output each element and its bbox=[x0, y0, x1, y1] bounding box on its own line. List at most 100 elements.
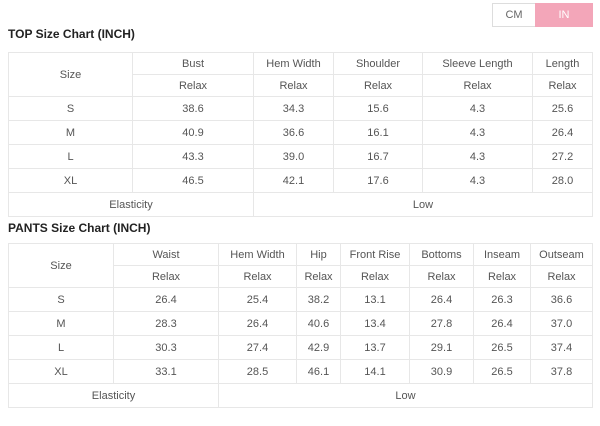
value-cell: 30.9 bbox=[409, 359, 474, 384]
elasticity-label: Elasticity bbox=[8, 192, 254, 217]
header-row: Size Bust Hem Width Shoulder Sleeve Length Le… bbox=[8, 52, 593, 97]
table-row: M 40.9 36.6 16.1 4.3 26.4 bbox=[8, 120, 593, 145]
value-cell: 43.3 bbox=[132, 144, 254, 169]
value-cell: 34.3 bbox=[253, 96, 334, 121]
value-cell: 16.1 bbox=[333, 120, 423, 145]
size-cell: S bbox=[8, 96, 133, 121]
fit-label: Relax bbox=[218, 265, 297, 288]
pants-size-table: Size Waist Hem Width Hip Front Rise Bottoms In… bbox=[8, 243, 593, 408]
size-cell: XL bbox=[8, 359, 114, 384]
value-cell: 13.1 bbox=[340, 287, 410, 312]
value-cell: 29.1 bbox=[409, 335, 474, 360]
elasticity-row: Elasticity Low bbox=[8, 192, 593, 217]
size-column-header: Size bbox=[8, 52, 133, 97]
value-cell: 27.4 bbox=[218, 335, 297, 360]
value-cell: 40.6 bbox=[296, 311, 341, 336]
fit-label: Relax bbox=[333, 74, 423, 97]
value-cell: 27.8 bbox=[409, 311, 474, 336]
value-cell: 26.4 bbox=[532, 120, 593, 145]
column-header: Bottoms bbox=[409, 243, 474, 266]
table-row: L 43.3 39.0 16.7 4.3 27.2 bbox=[8, 144, 593, 169]
value-cell: 28.5 bbox=[218, 359, 297, 384]
size-column-header: Size bbox=[8, 243, 114, 288]
unit-in-button[interactable]: IN bbox=[535, 3, 593, 27]
size-cell: M bbox=[8, 120, 133, 145]
unit-cm-button[interactable]: CM bbox=[492, 3, 536, 27]
value-cell: 38.2 bbox=[296, 287, 341, 312]
size-cell: L bbox=[8, 144, 133, 169]
value-cell: 26.4 bbox=[473, 311, 531, 336]
table-row: S 26.4 25.4 38.2 13.1 26.4 26.3 36.6 bbox=[8, 287, 593, 312]
value-cell: 15.6 bbox=[333, 96, 423, 121]
header-row: Size Waist Hem Width Hip Front Rise Bottoms In… bbox=[8, 243, 593, 288]
value-cell: 36.6 bbox=[530, 287, 593, 312]
value-cell: 46.1 bbox=[296, 359, 341, 384]
size-cell: M bbox=[8, 311, 114, 336]
value-cell: 40.9 bbox=[132, 120, 254, 145]
value-cell: 26.5 bbox=[473, 359, 531, 384]
fit-label: Relax bbox=[532, 74, 593, 97]
column-header: Bust bbox=[132, 52, 254, 75]
column-header: Hem Width bbox=[218, 243, 297, 266]
elasticity-label: Elasticity bbox=[8, 383, 219, 408]
value-cell: 46.5 bbox=[132, 168, 254, 193]
column-header: Sleeve Length bbox=[422, 52, 533, 75]
fit-label: Relax bbox=[132, 74, 254, 97]
value-cell: 14.1 bbox=[340, 359, 410, 384]
column-header: Hip bbox=[296, 243, 341, 266]
value-cell: 4.3 bbox=[422, 96, 533, 121]
value-cell: 16.7 bbox=[333, 144, 423, 169]
fit-label: Relax bbox=[296, 265, 341, 288]
value-cell: 25.4 bbox=[218, 287, 297, 312]
table-row: L 30.3 27.4 42.9 13.7 29.1 26.5 37.4 bbox=[8, 335, 593, 360]
value-cell: 13.7 bbox=[340, 335, 410, 360]
value-cell: 26.4 bbox=[113, 287, 219, 312]
value-cell: 37.0 bbox=[530, 311, 593, 336]
value-cell: 27.2 bbox=[532, 144, 593, 169]
fit-label: Relax bbox=[113, 265, 219, 288]
value-cell: 4.3 bbox=[422, 168, 533, 193]
table-row: M 28.3 26.4 40.6 13.4 27.8 26.4 37.0 bbox=[8, 311, 593, 336]
value-cell: 26.5 bbox=[473, 335, 531, 360]
pants-chart-title: PANTS Size Chart (INCH) bbox=[8, 221, 151, 235]
table-row: XL 33.1 28.5 46.1 14.1 30.9 26.5 37.8 bbox=[8, 359, 593, 384]
column-header: Front Rise bbox=[340, 243, 410, 266]
value-cell: 17.6 bbox=[333, 168, 423, 193]
fit-label: Relax bbox=[409, 265, 474, 288]
column-header: Length bbox=[532, 52, 593, 75]
fit-label: Relax bbox=[473, 265, 531, 288]
fit-label: Relax bbox=[253, 74, 334, 97]
value-cell: 25.6 bbox=[532, 96, 593, 121]
value-cell: 38.6 bbox=[132, 96, 254, 121]
column-header: Waist bbox=[113, 243, 219, 266]
elasticity-row: Elasticity Low bbox=[8, 383, 593, 408]
value-cell: 4.3 bbox=[422, 120, 533, 145]
value-cell: 4.3 bbox=[422, 144, 533, 169]
value-cell: 37.4 bbox=[530, 335, 593, 360]
value-cell: 33.1 bbox=[113, 359, 219, 384]
column-header: Shoulder bbox=[333, 52, 423, 75]
size-cell: L bbox=[8, 335, 114, 360]
fit-row: Relax Relax Relax Relax Relax bbox=[9, 74, 593, 97]
value-cell: 37.8 bbox=[530, 359, 593, 384]
fit-label: Relax bbox=[530, 265, 593, 288]
fit-label: Relax bbox=[340, 265, 410, 288]
value-cell: 13.4 bbox=[340, 311, 410, 336]
value-cell: 30.3 bbox=[113, 335, 219, 360]
elasticity-value: Low bbox=[218, 383, 593, 408]
value-cell: 28.0 bbox=[532, 168, 593, 193]
fit-label: Relax bbox=[422, 74, 533, 97]
value-cell: 42.9 bbox=[296, 335, 341, 360]
column-header: Outseam bbox=[530, 243, 593, 266]
table-row: S 38.6 34.3 15.6 4.3 25.6 bbox=[8, 96, 593, 121]
size-cell: XL bbox=[8, 168, 133, 193]
value-cell: 26.4 bbox=[409, 287, 474, 312]
top-chart-title: TOP Size Chart (INCH) bbox=[8, 27, 135, 41]
value-cell: 28.3 bbox=[113, 311, 219, 336]
value-cell: 26.3 bbox=[473, 287, 531, 312]
top-size-table: Size Bust Hem Width Shoulder Sleeve Length Le… bbox=[8, 52, 593, 217]
value-cell: 36.6 bbox=[253, 120, 334, 145]
column-header: Hem Width bbox=[253, 52, 334, 75]
size-cell: S bbox=[8, 287, 114, 312]
